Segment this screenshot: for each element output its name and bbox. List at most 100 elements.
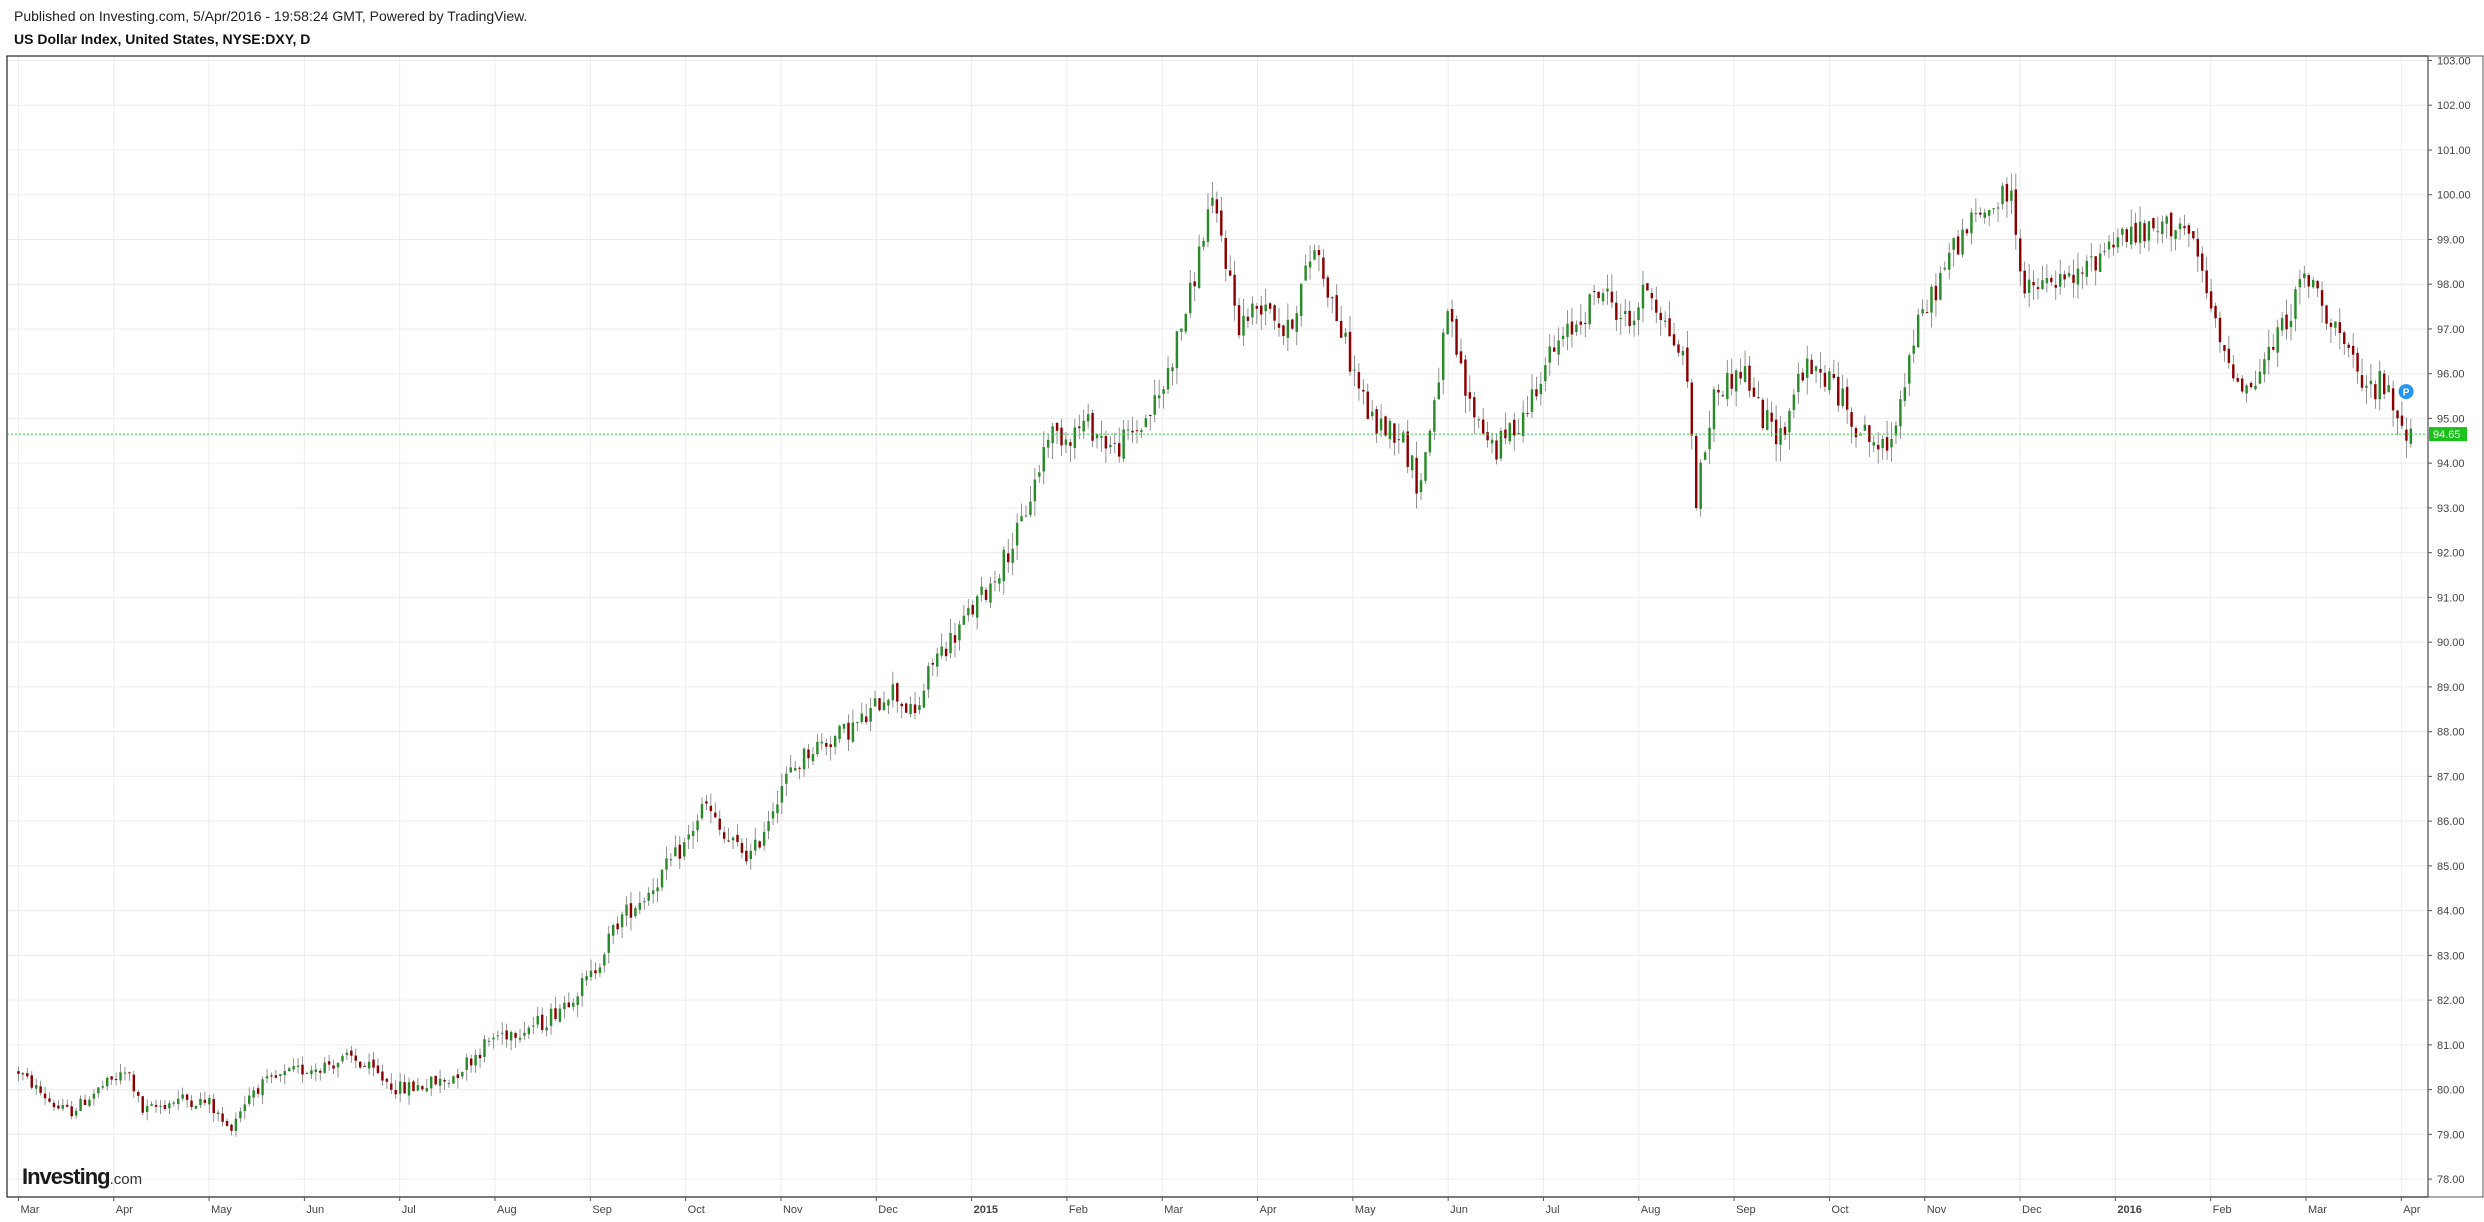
candle-body: [789, 767, 792, 773]
candle-body: [1561, 335, 1565, 340]
candle-body: [1282, 325, 1285, 337]
candle-body: [1175, 331, 1179, 369]
candle-body: [1166, 368, 1170, 390]
candle-body: [163, 1105, 167, 1109]
candle-body: [1433, 400, 1436, 432]
candle-body: [66, 1104, 69, 1107]
candle-body: [1788, 410, 1791, 433]
candle-body: [1117, 443, 1121, 457]
candle-body: [327, 1061, 331, 1065]
candle-body: [1353, 369, 1356, 371]
candle-body: [1197, 246, 1201, 288]
candle-body: [2396, 410, 2399, 419]
candle-body: [208, 1097, 211, 1105]
candle-body: [1943, 267, 1947, 270]
candle-body: [563, 1002, 566, 1010]
candle-body: [2121, 228, 2124, 235]
candle-body: [2129, 226, 2133, 245]
candle-body: [1672, 334, 1676, 346]
candle-body: [2116, 237, 2120, 248]
y-tick-label: 83.00: [2437, 950, 2465, 962]
candle-body: [1157, 395, 1161, 399]
candle-body: [1220, 210, 1223, 236]
candle-body: [2125, 229, 2128, 242]
candle-body: [474, 1054, 477, 1066]
candle-body: [687, 834, 690, 840]
candle-body: [172, 1102, 176, 1104]
candle-body: [2023, 270, 2026, 294]
candle-body: [1299, 283, 1303, 317]
marker[interactable]: P: [2398, 384, 2414, 400]
candle-body: [1823, 372, 1827, 387]
candle-body: [1384, 416, 1387, 436]
candle-body: [1153, 395, 1156, 415]
candle-body: [97, 1087, 100, 1094]
candle-body: [1007, 553, 1010, 563]
candle-body: [2320, 290, 2324, 306]
candle-body: [2214, 305, 2217, 319]
candle-body: [683, 842, 686, 857]
candle-body: [2311, 279, 2315, 288]
x-tick-label: Mar: [1164, 1204, 1183, 1216]
candle-body: [1659, 312, 1662, 321]
candle-body: [2236, 378, 2239, 382]
candle-body: [1011, 548, 1014, 563]
candle-body: [1872, 442, 1875, 446]
candle-body: [1748, 365, 1751, 391]
x-tick-label: Apr: [2403, 1204, 2420, 1216]
candle-body: [1637, 307, 1640, 321]
candle-body: [1663, 320, 1667, 322]
candle-body: [154, 1104, 158, 1107]
published-note: Published on Investing.com, 5/Apr/2016 -…: [14, 8, 528, 24]
grid: [7, 56, 2428, 1197]
y-tick-label: 91.00: [2437, 592, 2465, 604]
x-tick-label: Oct: [1831, 1204, 1848, 1216]
candle-body: [1939, 272, 1942, 300]
candle-body: [674, 847, 677, 857]
candle-body: [1459, 351, 1463, 364]
candle-body: [634, 908, 637, 917]
candle-body: [1388, 420, 1392, 440]
candle-body: [554, 1008, 557, 1019]
candle-body: [847, 722, 850, 740]
last-price-line: 94.65: [7, 427, 2467, 442]
candle-body: [194, 1106, 198, 1109]
candle-body: [367, 1061, 371, 1069]
candle-body: [2019, 238, 2022, 272]
candle-body: [79, 1098, 82, 1111]
candle-body: [718, 818, 721, 830]
candle-body: [2298, 279, 2302, 288]
candle-body: [2338, 322, 2342, 333]
candle-body: [1557, 340, 1560, 355]
y-tick-label: 87.00: [2437, 771, 2465, 783]
candle-body: [1424, 452, 1427, 481]
candle-body: [1162, 389, 1165, 394]
candle-body: [2085, 260, 2089, 277]
candle-body: [2360, 375, 2364, 388]
candle-body: [736, 834, 739, 843]
x-tick-label: 2016: [2117, 1204, 2141, 1216]
candle-body: [43, 1093, 47, 1099]
candle-body: [248, 1095, 251, 1104]
candle-body: [1961, 229, 1964, 255]
candle-body: [669, 859, 673, 861]
candle-body: [376, 1065, 380, 1073]
plot-frame: [6, 55, 2484, 1198]
candle-body: [119, 1072, 122, 1081]
candle-body: [2072, 274, 2075, 283]
candle-body: [1215, 199, 1219, 214]
candle-body: [931, 662, 935, 665]
candle-body: [2249, 382, 2253, 388]
candle-body: [1326, 277, 1330, 298]
candle-body: [589, 970, 593, 978]
candle-body: [1956, 236, 1960, 255]
candle-body: [758, 841, 761, 848]
candle-body: [92, 1093, 96, 1099]
candle-body: [1264, 304, 1267, 312]
candle-body: [993, 581, 997, 583]
candle-body: [660, 869, 664, 888]
candle-body: [1428, 430, 1432, 453]
candle-body: [2112, 244, 2115, 248]
candle-body: [150, 1104, 153, 1106]
